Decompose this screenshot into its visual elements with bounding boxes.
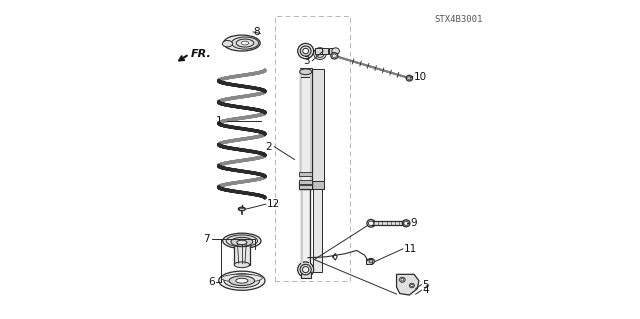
Text: 3: 3 (303, 56, 310, 66)
Ellipse shape (332, 54, 336, 58)
Bar (300, 172, 312, 176)
Ellipse shape (219, 271, 265, 290)
Ellipse shape (332, 48, 339, 54)
Bar (301, 272, 311, 278)
Bar (300, 69, 301, 189)
Bar (300, 68, 312, 77)
Bar (322, 48, 328, 54)
Ellipse shape (367, 258, 374, 264)
Bar (308, 182, 310, 272)
Ellipse shape (232, 37, 259, 49)
Ellipse shape (369, 260, 373, 263)
Ellipse shape (222, 41, 232, 47)
Ellipse shape (369, 221, 374, 226)
Bar (310, 69, 312, 189)
Ellipse shape (403, 220, 410, 227)
Ellipse shape (399, 277, 405, 282)
Ellipse shape (404, 221, 408, 225)
Bar (311, 181, 324, 189)
Bar (301, 182, 310, 272)
Ellipse shape (223, 35, 260, 51)
Ellipse shape (221, 274, 262, 282)
Text: FR.: FR. (191, 49, 212, 59)
Bar (299, 181, 312, 189)
Bar (328, 48, 335, 54)
Ellipse shape (303, 267, 309, 272)
Text: 9: 9 (410, 218, 417, 228)
Ellipse shape (237, 240, 247, 245)
Ellipse shape (223, 233, 261, 249)
Ellipse shape (236, 39, 254, 47)
Text: 5: 5 (422, 279, 429, 290)
Bar (234, 244, 250, 265)
Ellipse shape (224, 274, 260, 288)
Ellipse shape (406, 75, 413, 81)
Polygon shape (397, 274, 419, 295)
Bar (312, 69, 323, 189)
Text: 1: 1 (216, 116, 223, 126)
Ellipse shape (410, 283, 415, 288)
Text: 11: 11 (404, 244, 417, 254)
Bar (300, 180, 312, 184)
Ellipse shape (300, 69, 312, 75)
Ellipse shape (238, 207, 245, 211)
Bar (300, 69, 312, 189)
Text: STX4B3001: STX4B3001 (435, 15, 483, 24)
Bar (314, 182, 321, 272)
Ellipse shape (226, 235, 257, 247)
Text: 4: 4 (422, 285, 429, 295)
Ellipse shape (367, 219, 375, 227)
Ellipse shape (298, 43, 314, 59)
Ellipse shape (229, 276, 255, 286)
Ellipse shape (401, 278, 404, 281)
Bar (366, 259, 372, 264)
Ellipse shape (314, 48, 326, 59)
Ellipse shape (303, 48, 308, 54)
Text: 2: 2 (265, 142, 271, 152)
Ellipse shape (231, 237, 253, 246)
Bar (275, 16, 350, 281)
Ellipse shape (316, 50, 324, 57)
Ellipse shape (241, 41, 248, 45)
Ellipse shape (300, 264, 311, 275)
Ellipse shape (331, 53, 338, 59)
Ellipse shape (236, 278, 248, 283)
Ellipse shape (408, 77, 411, 80)
Bar (316, 48, 321, 54)
Ellipse shape (411, 285, 413, 287)
Ellipse shape (234, 262, 250, 268)
Ellipse shape (298, 262, 314, 277)
Text: 7: 7 (204, 234, 210, 244)
Text: 10: 10 (413, 71, 427, 82)
Bar (301, 182, 303, 272)
Bar (299, 182, 312, 185)
Text: 6: 6 (208, 277, 215, 287)
Bar (371, 221, 406, 225)
Text: 8: 8 (253, 27, 260, 37)
Text: 12: 12 (266, 199, 280, 209)
Ellipse shape (300, 46, 311, 56)
